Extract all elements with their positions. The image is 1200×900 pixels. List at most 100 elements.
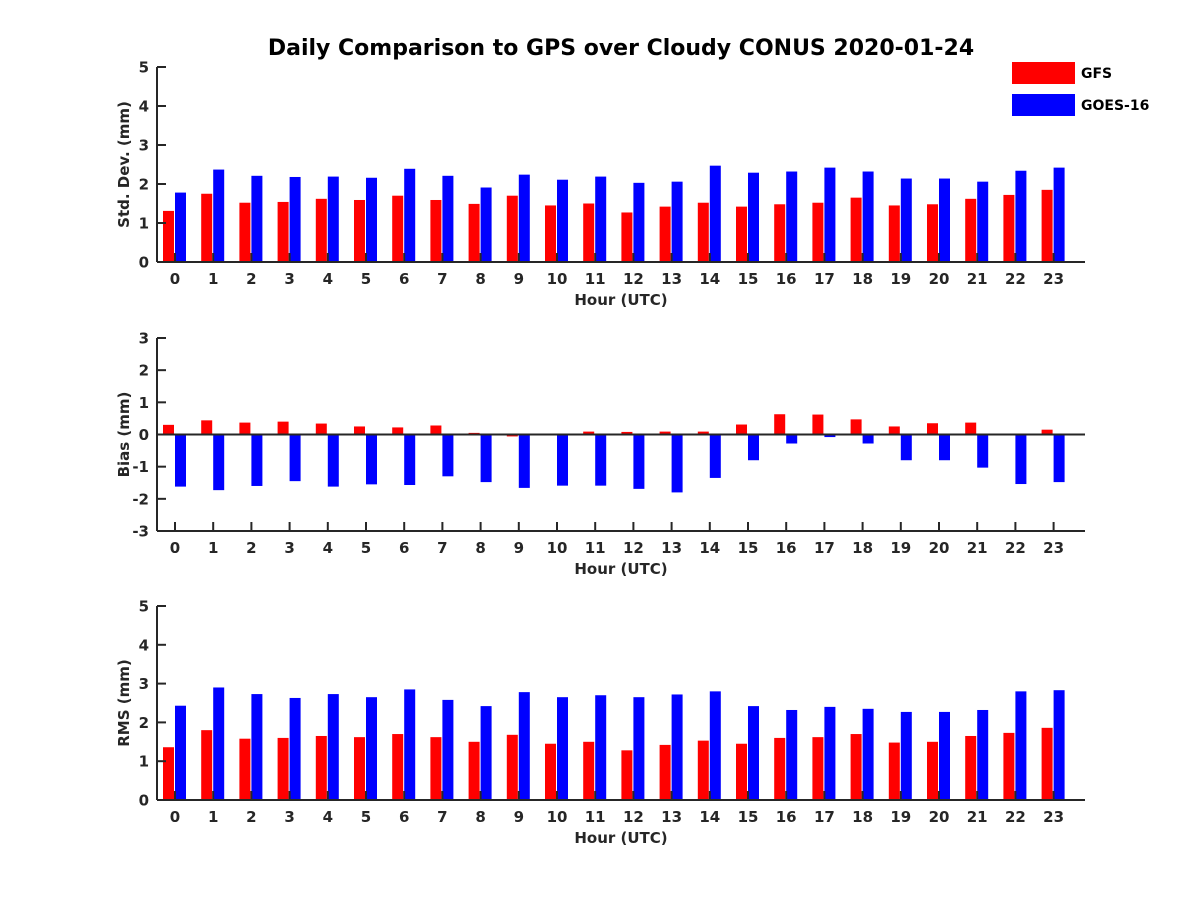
x-tick-label: 22 xyxy=(1005,270,1026,288)
x-tick-label: 4 xyxy=(323,808,333,826)
bar-goes16-hour-20 xyxy=(939,711,950,800)
bar-gfs-hour-6 xyxy=(392,734,404,800)
bar-gfs-hour-12 xyxy=(621,431,633,435)
y-tick-label: 5 xyxy=(139,598,149,616)
bar-goes16-hour-14 xyxy=(709,691,721,800)
x-tick-label: 1 xyxy=(208,539,218,557)
bar-goes16-hour-4 xyxy=(327,434,339,487)
bar-goes16-hour-2 xyxy=(251,434,263,486)
bar-goes16-hour-5 xyxy=(366,177,377,262)
bar-gfs-hour-3 xyxy=(277,421,289,435)
bar-goes16-hour-4 xyxy=(327,176,339,262)
x-tick-label: 5 xyxy=(361,808,371,826)
x-tick-label: 14 xyxy=(699,270,720,288)
bar-goes16-hour-0 xyxy=(175,434,186,487)
bar-goes16-hour-19 xyxy=(900,711,912,800)
bar-gfs-hour-15 xyxy=(736,206,747,262)
legend-label-gfs: GFS xyxy=(1081,66,1112,82)
bar-gfs-hour-0 xyxy=(163,424,174,435)
bar-gfs-hour-9 xyxy=(506,195,518,262)
x-tick-label: 16 xyxy=(776,270,797,288)
bar-gfs-hour-7 xyxy=(430,737,442,800)
x-tick-label: 9 xyxy=(514,270,524,288)
bar-gfs-hour-17 xyxy=(812,202,824,262)
bar-gfs-hour-21 xyxy=(965,735,977,800)
y-tick-label: 0 xyxy=(139,792,149,810)
bar-gfs-hour-19 xyxy=(888,205,900,262)
x-tick-label: 23 xyxy=(1043,539,1064,557)
bar-goes16-hour-6 xyxy=(404,689,416,800)
bar-goes16-hour-14 xyxy=(709,165,721,262)
x-tick-label: 21 xyxy=(967,808,988,826)
x-tick-label: 9 xyxy=(514,808,524,826)
bar-gfs-hour-11 xyxy=(583,203,595,262)
bar-gfs-hour-7 xyxy=(430,199,442,262)
x-tick-label: 0 xyxy=(170,270,180,288)
bar-goes16-hour-12 xyxy=(633,697,645,800)
x-tick-label: 19 xyxy=(890,270,911,288)
x-tick-label: 15 xyxy=(738,808,759,826)
bar-gfs-hour-0 xyxy=(163,747,174,800)
bar-goes16-hour-12 xyxy=(633,434,645,489)
bar-goes16-hour-18 xyxy=(862,708,874,800)
x-tick-label: 15 xyxy=(738,270,759,288)
bar-gfs-hour-16 xyxy=(774,414,786,435)
x-tick-label: 1 xyxy=(208,270,218,288)
x-tick-label: 22 xyxy=(1005,539,1026,557)
y-tick-label: 1 xyxy=(139,753,149,771)
bar-goes16-hour-19 xyxy=(900,178,912,262)
x-tick-label: 20 xyxy=(929,539,950,557)
bar-gfs-hour-4 xyxy=(315,423,327,435)
x-tick-label: 4 xyxy=(323,270,333,288)
x-axis-label: Hour (UTC) xyxy=(574,560,667,578)
x-tick-label: 13 xyxy=(661,539,682,557)
x-tick-label: 12 xyxy=(623,539,644,557)
bar-gfs-hour-3 xyxy=(277,737,289,800)
bar-goes16-hour-9 xyxy=(518,174,530,262)
x-tick-label: 2 xyxy=(246,270,256,288)
x-tick-label: 10 xyxy=(547,539,568,557)
bar-goes16-hour-9 xyxy=(518,434,530,488)
bar-gfs-hour-17 xyxy=(812,414,824,435)
bar-goes16-hour-0 xyxy=(175,192,186,262)
y-tick-label: 3 xyxy=(139,675,149,693)
x-tick-label: 20 xyxy=(929,808,950,826)
bar-gfs-hour-0 xyxy=(163,210,174,262)
bar-goes16-hour-20 xyxy=(939,434,950,461)
bar-goes16-hour-18 xyxy=(862,434,874,444)
bar-gfs-hour-18 xyxy=(850,734,862,800)
bar-goes16-hour-11 xyxy=(595,176,607,262)
y-tick-label: 2 xyxy=(139,176,149,194)
x-tick-label: 12 xyxy=(623,270,644,288)
x-tick-label: 10 xyxy=(547,808,568,826)
bar-goes16-hour-2 xyxy=(251,694,263,800)
y-tick-label: 1 xyxy=(139,215,149,233)
bar-gfs-hour-11 xyxy=(583,431,595,435)
x-tick-label: 0 xyxy=(170,808,180,826)
y-tick-label: 4 xyxy=(139,98,149,116)
bar-gfs-hour-23 xyxy=(1041,429,1053,435)
y-axis-label: RMS (mm) xyxy=(115,659,133,746)
bar-goes16-hour-12 xyxy=(633,182,645,262)
bar-goes16-hour-7 xyxy=(442,175,454,262)
x-tick-label: 8 xyxy=(475,270,485,288)
bar-goes16-hour-16 xyxy=(786,434,798,444)
bar-goes16-hour-23 xyxy=(1053,434,1065,483)
x-tick-label: 8 xyxy=(475,539,485,557)
bar-gfs-hour-10 xyxy=(545,743,556,800)
bar-goes16-hour-6 xyxy=(404,168,416,262)
x-tick-label: 12 xyxy=(623,808,644,826)
bar-gfs-hour-5 xyxy=(354,426,365,435)
bar-goes16-hour-21 xyxy=(977,709,989,800)
x-tick-label: 8 xyxy=(475,808,485,826)
bar-goes16-hour-17 xyxy=(824,167,836,262)
x-tick-label: 6 xyxy=(399,539,409,557)
bar-gfs-hour-22 xyxy=(1003,732,1015,800)
bar-gfs-hour-12 xyxy=(621,750,633,800)
bar-gfs-hour-15 xyxy=(736,743,747,800)
x-tick-label: 21 xyxy=(967,539,988,557)
bar-gfs-hour-21 xyxy=(965,422,977,435)
bar-goes16-hour-15 xyxy=(748,172,759,262)
x-tick-label: 6 xyxy=(399,808,409,826)
bar-goes16-hour-17 xyxy=(824,706,836,800)
